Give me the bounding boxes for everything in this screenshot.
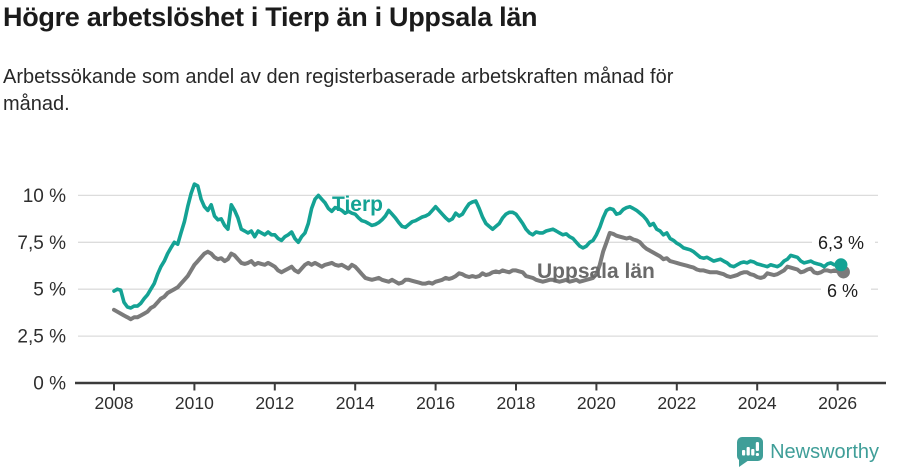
x-axis-tick-label: 2026 [818,393,857,413]
series-label-tierp: Tierp [332,193,383,216]
x-axis-tick-label: 2024 [738,393,777,413]
y-axis-tick-label: 5 % [33,280,66,301]
end-label-backing [812,233,875,253]
y-axis-tick-label: 7,5 % [17,233,66,254]
x-axis-tick-label: 2016 [416,393,455,413]
series-end-dot-tierp [834,258,848,272]
brand-name: Newsworthy [770,440,879,463]
chart-subtitle-line1: Arbetssökande som andel av den registerb… [3,66,674,88]
x-axis-tick-label: 2014 [336,393,375,413]
series-line-tierp [112,182,843,310]
y-axis-tick-label: 2,5 % [17,327,66,348]
x-axis-tick-label: 2012 [255,393,294,413]
end-value-label-uppsala: 6 % [827,281,858,301]
line-chart: 0 % 2,5 % 5 % 7,5 % 10 % 2008 2010 2012 2014 2016… [17,182,886,413]
newsworthy-logo-icon [737,437,764,467]
x-axis-tick-label: 2008 [95,393,134,413]
chart-subtitle: Arbetssökande som andel av den registerb… [3,64,673,118]
x-axis-tick-label: 2020 [577,393,616,413]
x-axis-tick-label: 2010 [175,393,214,413]
series-label-uppsala: Uppsala län [537,260,655,283]
x-axis-tick-label: 2018 [497,393,536,413]
chart-title: Högre arbetslöshet i Tierp än i Uppsala … [3,2,538,32]
y-axis-tick-label: 0 % [33,374,66,395]
x-axis-tick-label: 2022 [657,393,696,413]
y-axis-tick-label: 10 % [23,186,66,207]
end-value-label-tierp: 6,3 % [818,233,864,253]
series-line-uppsala [112,230,843,322]
chart-subtitle-line2: månad. [3,93,70,115]
newsworthy-brand-link[interactable]: Newsworthy [734,436,879,468]
end-label-backing [821,281,871,301]
